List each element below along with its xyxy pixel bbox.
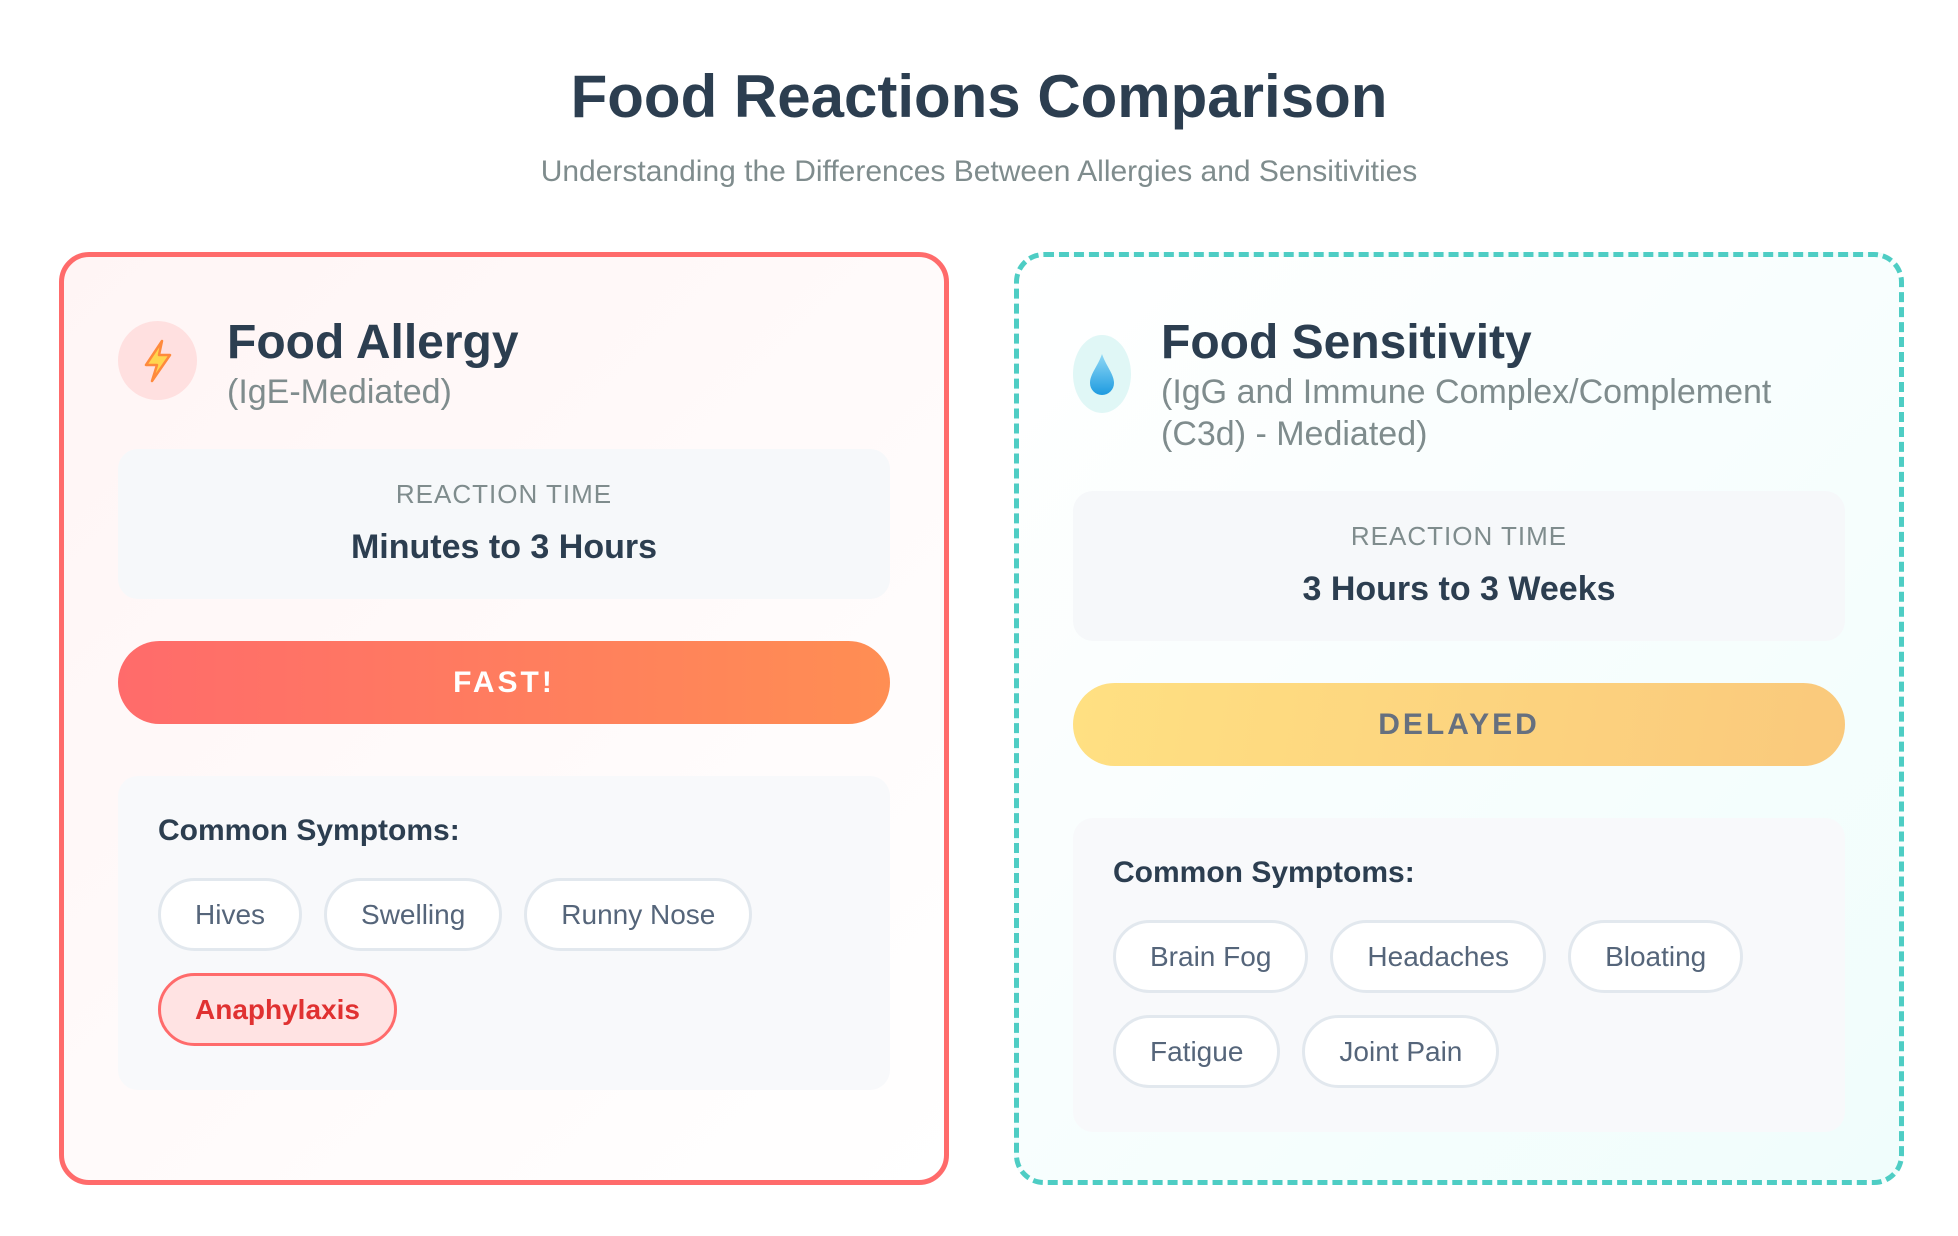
card-title: Food Allergy bbox=[227, 316, 519, 369]
reaction-time-box: REACTION TIME 3 Hours to 3 Weeks bbox=[1073, 491, 1845, 641]
symptom-tag: Hives bbox=[158, 878, 303, 951]
reaction-time-label: REACTION TIME bbox=[1350, 521, 1568, 551]
food-allergy-card: Food Allergy (IgE-Mediated) REACTION TIM… bbox=[59, 252, 949, 1185]
page-title: Food Reactions Comparison bbox=[570, 63, 1388, 130]
symptom-tag: Runny Nose bbox=[524, 878, 753, 951]
symptom-tag-severe: Anaphylaxis bbox=[158, 973, 397, 1046]
page-subtitle: Understanding the Differences Between Al… bbox=[540, 155, 1418, 188]
reaction-time-label: REACTION TIME bbox=[395, 479, 613, 509]
symptom-tag: Headaches bbox=[1330, 920, 1547, 993]
symptoms-box: Common Symptoms: Brain Fog Headaches Blo… bbox=[1073, 818, 1845, 1132]
food-sensitivity-card: Food Sensitivity (IgG and Immune Complex… bbox=[1014, 252, 1904, 1185]
speed-badge: DELAYED bbox=[1073, 683, 1845, 766]
droplet-icon bbox=[1073, 335, 1131, 413]
reaction-time-value: Minutes to 3 Hours bbox=[350, 528, 658, 566]
speed-badge: FAST! bbox=[118, 641, 890, 724]
symptom-tag: Joint Pain bbox=[1302, 1015, 1500, 1088]
symptoms-heading: Common Symptoms: bbox=[158, 814, 460, 847]
reaction-time-box: REACTION TIME Minutes to 3 Hours bbox=[118, 449, 890, 599]
lightning-icon bbox=[118, 321, 197, 400]
card-subtitle: (IgE-Mediated) bbox=[227, 373, 452, 411]
reaction-time-value: 3 Hours to 3 Weeks bbox=[1302, 570, 1616, 608]
card-subtitle: (IgG and Immune Complex/Complement (C3d)… bbox=[1161, 373, 1772, 453]
symptoms-heading: Common Symptoms: bbox=[1113, 856, 1415, 889]
card-header: Food Allergy (IgE-Mediated) bbox=[118, 315, 890, 413]
symptoms-box: Common Symptoms: Hives Swelling Runny No… bbox=[118, 776, 890, 1090]
symptom-tag: Fatigue bbox=[1113, 1015, 1281, 1088]
card-header: Food Sensitivity (IgG and Immune Complex… bbox=[1073, 315, 1845, 455]
symptom-tag: Swelling bbox=[324, 878, 503, 951]
card-title: Food Sensitivity bbox=[1161, 316, 1532, 369]
symptom-tag: Brain Fog bbox=[1113, 920, 1309, 993]
symptom-tag: Bloating bbox=[1568, 920, 1744, 993]
